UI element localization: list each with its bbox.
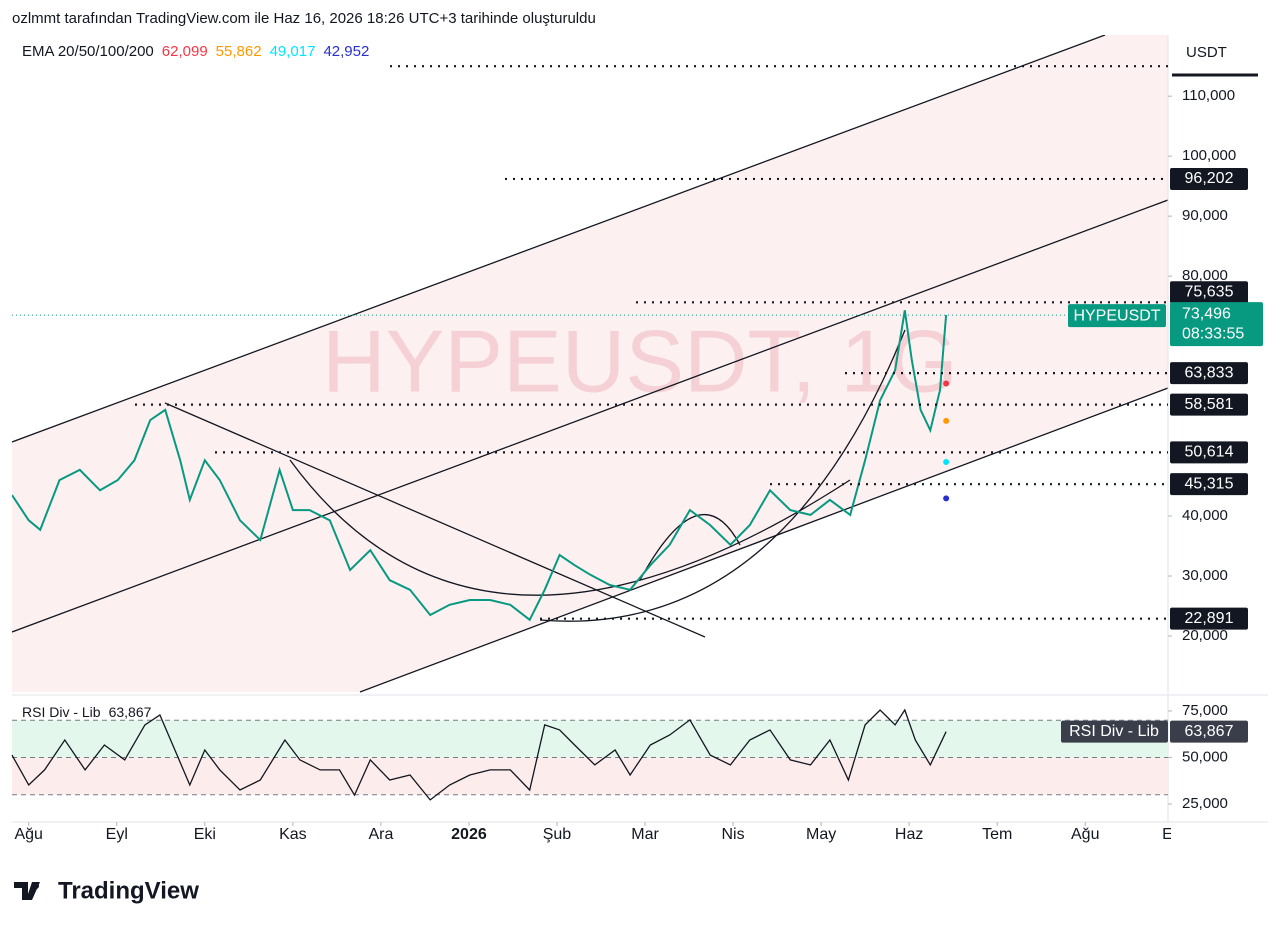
legend-text: 62,099 <box>162 43 208 60</box>
logo: TradingView <box>14 877 199 904</box>
x-tick-label: Eyl <box>1162 826 1184 843</box>
price-line <box>12 310 948 622</box>
x-tick-label: Nis <box>722 826 745 843</box>
trendline <box>12 35 1106 443</box>
symbol-label: HYPEUSDT <box>1073 307 1160 324</box>
legend-text: EMA 20/50/100/200 <box>22 43 154 60</box>
legend-text: 49,017 <box>270 43 316 60</box>
level-label: 50,614 <box>1185 444 1234 461</box>
rsi-name-box <box>1061 720 1168 743</box>
level-label-box <box>1170 607 1248 630</box>
ema-legend: EMA 20/50/100/200 62,099 55,862 49,017 42,95… <box>22 43 369 60</box>
x-tick-label: Ara <box>368 826 393 843</box>
y-tick-label: 110,000 <box>1182 87 1235 104</box>
ema-last <box>943 380 950 387</box>
y-tick-label: 40,000 <box>1182 507 1228 524</box>
level-label-box <box>1170 473 1248 496</box>
y-tick-label: 75,000 <box>1182 702 1228 719</box>
trendline <box>12 199 1168 633</box>
level-label: 58,581 <box>1185 396 1234 413</box>
drawings: HYPEUSDT, 1G <box>12 35 1168 693</box>
y-tick-label: 100,000 <box>1182 147 1236 164</box>
level-label-box <box>1170 441 1248 464</box>
x-tick-label: Ağu <box>1071 826 1099 843</box>
x-tick-label: Haz <box>895 826 923 843</box>
legend-text: 63,867 <box>109 704 152 720</box>
axis-label: USDT <box>1186 44 1227 61</box>
rsi-legend: RSI Div - Lib 63,867 <box>22 704 152 720</box>
channel-fill <box>12 35 1168 692</box>
level-label-box <box>1170 167 1248 190</box>
x-tick-label: 2026 <box>451 826 487 843</box>
x-tick-label: Eyl <box>106 826 128 843</box>
ema-last <box>943 495 950 502</box>
y-tick-label: 20,000 <box>1182 627 1228 644</box>
level-label-box <box>1170 393 1248 416</box>
watermark: HYPEUSDT, 1G <box>322 311 958 410</box>
legend-text: RSI Div - Lib <box>22 704 101 720</box>
rsi-band-lower <box>12 757 1168 795</box>
rsi-value: 63,867 <box>1185 723 1234 740</box>
rsi-band-upper <box>12 720 1168 758</box>
level-label: 96,202 <box>1185 170 1234 187</box>
cup-curve <box>639 514 741 581</box>
rsi-value-box <box>1170 720 1248 743</box>
plot-area <box>12 310 1168 622</box>
ema-last <box>943 458 950 465</box>
y-tick-label: 90,000 <box>1182 207 1228 224</box>
time-axis: Ağu Eyl Eki Kas Ara 2026 Şub Mar Nis May Haz Tem Ağu… <box>14 822 1184 843</box>
trendline <box>359 387 1168 693</box>
legend-text: 55,862 <box>216 43 262 60</box>
legend-text: 42,952 <box>323 43 369 60</box>
level-label: 75,635 <box>1185 284 1234 301</box>
y-tick-label: 25,000 <box>1182 795 1228 812</box>
x-tick-label: Şub <box>543 826 572 843</box>
x-tick-label: Mar <box>631 826 659 843</box>
level-label-box <box>1170 362 1248 385</box>
trendline <box>164 402 706 638</box>
header: ozlmmt tarafından TradingView.com ile Ha… <box>12 10 596 27</box>
y-tick-label: 50,000 <box>1182 748 1228 765</box>
countdown: 08:33:55 <box>1182 325 1244 342</box>
ema-last <box>943 417 950 424</box>
x-tick-label: Eki <box>194 826 216 843</box>
x-tick-label: Tem <box>982 826 1012 843</box>
level-label-box <box>1170 281 1248 304</box>
level-label: 63,833 <box>1185 364 1234 381</box>
x-tick-label: Ağu <box>14 826 42 843</box>
level-label: 45,315 <box>1185 475 1234 492</box>
level-label: 22,891 <box>1185 610 1234 627</box>
y-tick-label: 30,000 <box>1182 567 1228 584</box>
price-box <box>1170 302 1263 347</box>
x-tick-label: May <box>806 826 836 843</box>
y-tick-label: 80,000 <box>1182 267 1228 284</box>
rsi-name: RSI Div - Lib <box>1069 723 1159 740</box>
symbol-box <box>1068 304 1166 328</box>
brand: TradingView <box>58 877 199 904</box>
cup-curve <box>289 459 851 596</box>
rsi-line <box>11 708 947 801</box>
price-label: 73,496 <box>1182 305 1231 322</box>
x-tick-label: Kas <box>279 826 307 843</box>
